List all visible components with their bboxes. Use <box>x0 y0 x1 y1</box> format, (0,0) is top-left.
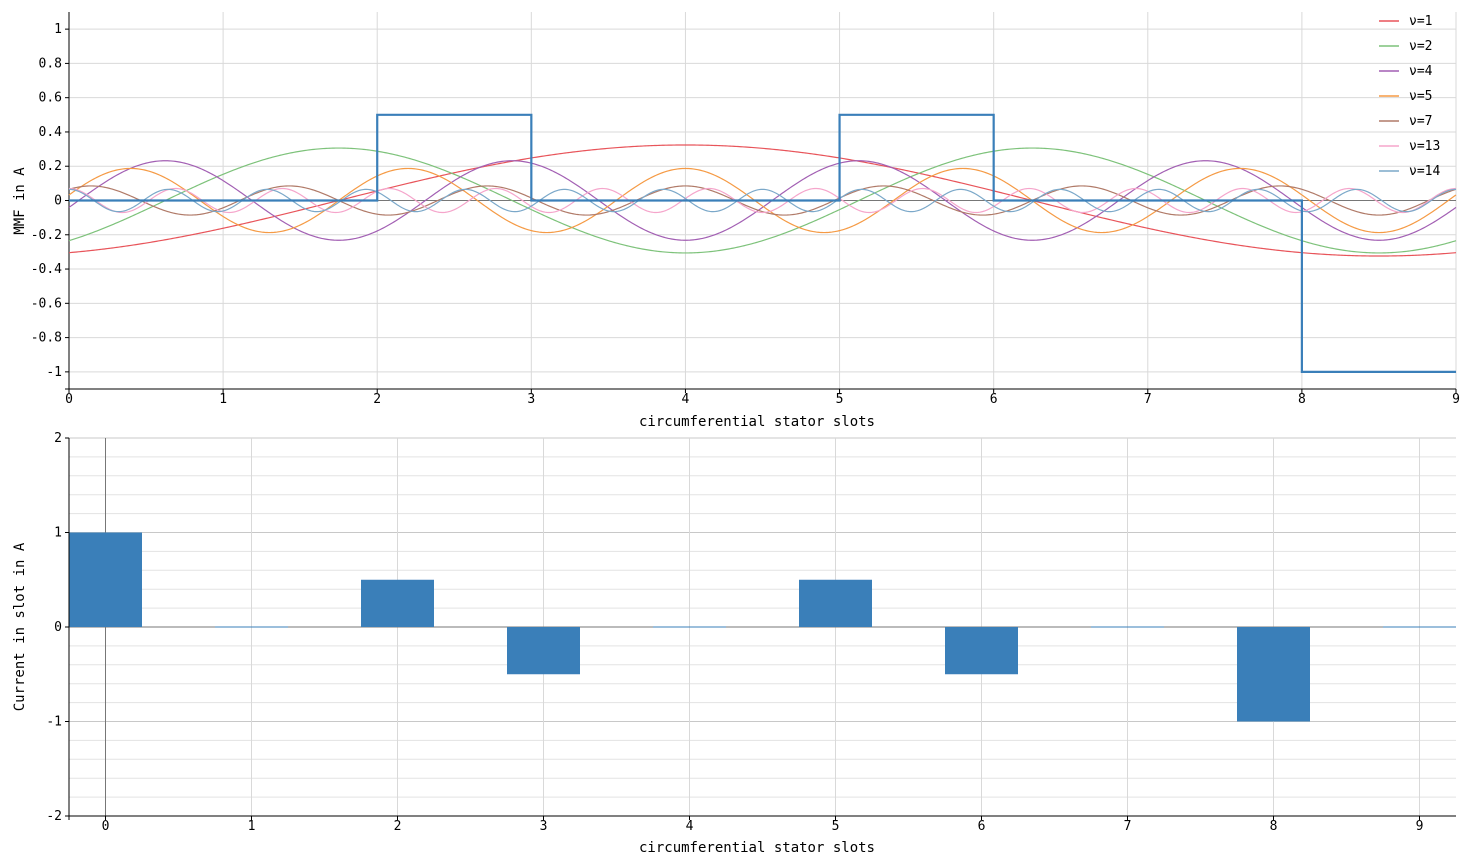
mmf-x-tick-labels: 0 1 2 3 4 5 6 7 8 9 <box>65 389 1460 407</box>
legend-label: ν=1 <box>1409 14 1432 29</box>
mmf-y-tick-label: -1 <box>46 365 62 380</box>
mmf-legend: ν=1 ν=2 ν=4 ν=5 ν=7 ν=13 ν=14 <box>1379 14 1440 179</box>
current-x-tick-labels: 0 1 2 3 4 5 6 7 8 9 <box>102 816 1424 834</box>
legend-label: ν=7 <box>1409 114 1432 129</box>
legend-label: ν=4 <box>1409 64 1433 79</box>
current-y-tick-label: -1 <box>46 715 62 730</box>
harmonic-line <box>68 160 1457 241</box>
mmf-y-tick-label: -0.4 <box>31 262 62 277</box>
legend-label: ν=2 <box>1409 39 1432 54</box>
current-y-tick-label: 1 <box>54 526 62 541</box>
mmf-x-tick-label: 8 <box>1298 392 1306 407</box>
current-x-tick-label: 8 <box>1270 819 1278 834</box>
current-bar <box>945 627 1018 675</box>
mmf-x-tick-label: 4 <box>682 392 690 407</box>
mmf-y-tick-label: 0.8 <box>39 56 62 71</box>
current-x-tick-label: 0 <box>102 819 110 834</box>
mmf-x-tick-label: 1 <box>219 392 227 407</box>
current-x-axis-label: circumferential stator slots <box>639 840 875 856</box>
mmf-y-tick-label: -0.6 <box>31 296 62 311</box>
current-x-tick-label: 6 <box>978 819 986 834</box>
legend-label: ν=5 <box>1409 89 1432 104</box>
current-bar <box>361 579 434 627</box>
current-axes <box>65 438 1456 820</box>
current-bar <box>1237 627 1310 722</box>
current-y-tick-label: -2 <box>46 809 62 824</box>
mmf-chart: 0 1 2 3 4 5 6 7 8 9 1 0.8 0.6 0.4 0.2 0 -0.2 -0.4 -0.6 -0.… <box>12 12 1460 430</box>
current-bar <box>507 627 580 675</box>
harmonic-line <box>68 167 1457 234</box>
current-x-tick-label: 3 <box>540 819 548 834</box>
mmf-y-tick-labels: 1 0.8 0.6 0.4 0.2 0 -0.2 -0.4 -0.6 -0.8 -1 <box>31 22 69 380</box>
mmf-x-tick-label: 5 <box>836 392 844 407</box>
legend-label: ν=14 <box>1409 164 1440 179</box>
current-x-tick-label: 2 <box>394 819 402 834</box>
current-bar <box>1091 626 1164 628</box>
harmonic-line <box>68 185 1457 216</box>
current-x-tick-label: 9 <box>1416 819 1424 834</box>
current-x-tick-label: 5 <box>832 819 840 834</box>
mmf-x-tick-label: 2 <box>373 392 381 407</box>
current-y-tick-label: 0 <box>54 620 62 635</box>
current-bar <box>1383 626 1456 628</box>
mmf-y-tick-label: 1 <box>54 22 62 37</box>
harmonic-line <box>68 147 1457 254</box>
mmf-y-tick-label: 0.6 <box>39 91 62 106</box>
mmf-harmonic-lines <box>68 144 1457 257</box>
current-y-tick-label: 2 <box>54 431 62 446</box>
mmf-y-tick-label: -0.8 <box>31 331 62 346</box>
mmf-step-layer <box>69 113 1456 373</box>
mmf-x-tick-label: 3 <box>527 392 535 407</box>
harmonic-line <box>68 188 1457 213</box>
mmf-step-line <box>69 113 1456 373</box>
current-chart: 0 1 2 3 4 5 6 7 8 9 2 1 0 -1 -2 circumferential stato… <box>12 431 1456 856</box>
current-bars <box>69 532 1456 722</box>
harmonic-line <box>68 187 1457 214</box>
mmf-y-tick-label: 0.2 <box>39 159 62 174</box>
mmf-y-tick-label: 0 <box>54 194 62 209</box>
current-bar <box>653 626 726 628</box>
current-bar <box>215 626 288 628</box>
mmf-y-tick-label: -0.2 <box>31 228 62 243</box>
harmonic-line <box>68 144 1457 257</box>
current-x-tick-label: 7 <box>1124 819 1132 834</box>
mmf-x-tick-label: 0 <box>65 392 73 407</box>
mmf-x-axis-label: circumferential stator slots <box>639 414 875 430</box>
mmf-y-tick-label: 0.4 <box>39 125 63 140</box>
legend-label: ν=13 <box>1409 139 1440 154</box>
current-y-axis-label: Current in slot in A <box>12 542 28 711</box>
current-bar <box>799 579 872 627</box>
mmf-x-tick-label: 9 <box>1452 392 1460 407</box>
mmf-x-tick-label: 6 <box>990 392 998 407</box>
current-y-tick-labels: 2 1 0 -1 -2 <box>46 431 69 824</box>
mmf-y-axis-label: MMF in A <box>12 167 28 235</box>
mmf-axes <box>65 12 1456 393</box>
current-x-tick-label: 1 <box>248 819 256 834</box>
mmf-x-tick-label: 7 <box>1144 392 1152 407</box>
current-bar <box>69 532 142 627</box>
current-x-tick-label: 4 <box>686 819 694 834</box>
